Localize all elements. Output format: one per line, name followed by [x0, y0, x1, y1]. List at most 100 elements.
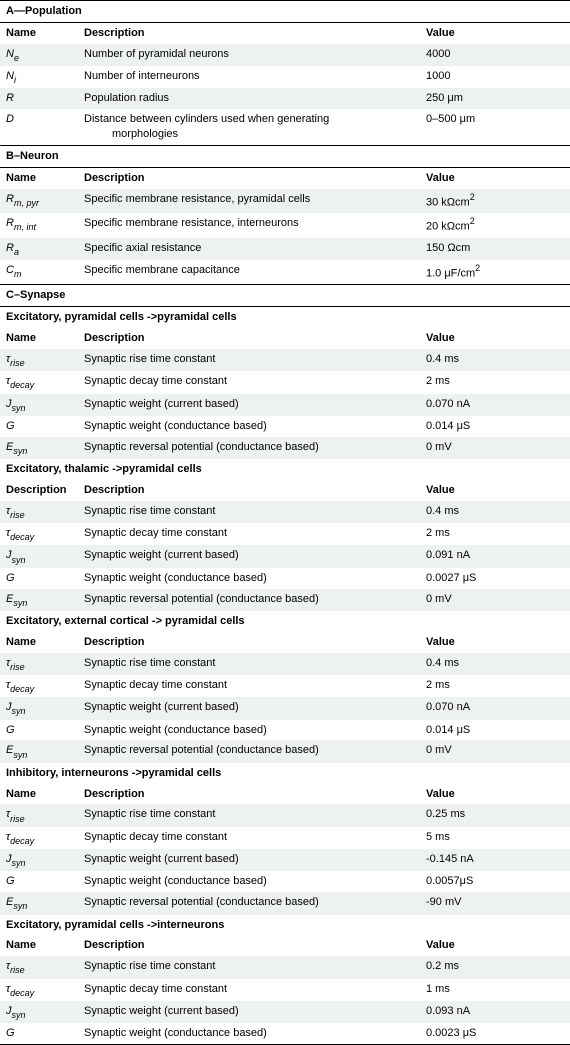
table-row: τriseSynaptic rise time constant0.25 ms — [0, 804, 570, 826]
param-value: 0 mV — [420, 740, 570, 762]
group-subheader: Excitatory, pyramidal cells ->pyramidal … — [0, 307, 570, 328]
param-value: 0.4 ms — [420, 653, 570, 675]
col-header-name: Name — [0, 328, 78, 349]
param-name: G — [0, 1023, 78, 1044]
group-subheader-cell: Excitatory, external cortical -> pyramid… — [0, 611, 570, 632]
param-name: Esyn — [0, 740, 78, 762]
param-name: τrise — [0, 653, 78, 675]
param-value: 0.4 ms — [420, 349, 570, 371]
column-header-row: NameDescriptionValue — [0, 632, 570, 653]
param-value: 1.0 μF/cm2 — [420, 260, 570, 285]
column-header-row: NameDescriptionValue — [0, 784, 570, 805]
table-row: JsynSynaptic weight (current based)0.091… — [0, 545, 570, 567]
param-value: 0.014 μS — [420, 416, 570, 437]
table-row: GSynaptic weight (conductance based)0.00… — [0, 871, 570, 892]
group-subheader: Excitatory, thalamic ->pyramidal cells — [0, 459, 570, 480]
param-name: G — [0, 416, 78, 437]
param-value: 0.091 nA — [420, 545, 570, 567]
param-value: 0–500 μm — [420, 109, 570, 145]
param-desc: Synaptic decay time constant — [78, 675, 420, 697]
param-desc: Synaptic rise time constant — [78, 349, 420, 371]
col-header-value: Value — [420, 22, 570, 43]
table-row: NeNumber of pyramidal neurons4000 — [0, 44, 570, 66]
param-desc: Synaptic weight (conductance based) — [78, 871, 420, 892]
param-value: 150 Ωcm — [420, 238, 570, 260]
param-desc: Synaptic rise time constant — [78, 501, 420, 523]
param-value: 30 kΩcm2 — [420, 189, 570, 214]
param-name: G — [0, 871, 78, 892]
param-value: 0.070 nA — [420, 697, 570, 719]
section-header: B–Neuron — [0, 145, 570, 167]
col-header-desc: Description — [78, 480, 420, 501]
table-row: τriseSynaptic rise time constant0.4 ms — [0, 349, 570, 371]
table-row: τdecaySynaptic decay time constant1 ms — [0, 979, 570, 1001]
param-value: 20 kΩcm2 — [420, 213, 570, 238]
table-row: CmSpecific membrane capacitance1.0 μF/cm… — [0, 260, 570, 285]
section-header-cell: B–Neuron — [0, 145, 570, 167]
param-desc: Synaptic rise time constant — [78, 653, 420, 675]
param-name: Esyn — [0, 437, 78, 459]
table-row: EsynSynaptic reversal potential (conduct… — [0, 740, 570, 762]
param-name: Ra — [0, 238, 78, 260]
column-header-row: DescriptionDescriptionValue — [0, 480, 570, 501]
param-name: Jsyn — [0, 849, 78, 871]
param-desc: Synaptic weight (current based) — [78, 697, 420, 719]
table-row: Rm, pyrSpecific membrane resistance, pyr… — [0, 189, 570, 214]
param-value: 4000 — [420, 44, 570, 66]
param-value: 0.0057μS — [420, 871, 570, 892]
param-desc: Synaptic reversal potential (conductance… — [78, 740, 420, 762]
param-desc: Synaptic rise time constant — [78, 804, 420, 826]
param-name: τrise — [0, 804, 78, 826]
col-header-desc: Description — [78, 22, 420, 43]
column-header-row: NameDescriptionValue — [0, 22, 570, 43]
col-header-desc: Description — [78, 632, 420, 653]
col-header-name: Description — [0, 480, 78, 501]
group-subheader: Excitatory, external cortical -> pyramid… — [0, 611, 570, 632]
param-desc: Specific membrane resistance, pyramidal … — [78, 189, 420, 214]
param-desc: Synaptic weight (conductance based) — [78, 720, 420, 741]
param-value: 0.093 nA — [420, 1001, 570, 1023]
col-header-value: Value — [420, 935, 570, 956]
param-desc: Synaptic weight (current based) — [78, 1001, 420, 1023]
table-row: EsynSynaptic reversal potential (conduct… — [0, 589, 570, 611]
param-name: Jsyn — [0, 394, 78, 416]
section-header-cell: A—Population — [0, 1, 570, 23]
table-row: DDistance between cylinders used when ge… — [0, 109, 570, 145]
param-value: 0.25 ms — [420, 804, 570, 826]
table-row: τriseSynaptic rise time constant0.4 ms — [0, 501, 570, 523]
group-subheader: Inhibitory, interneurons ->pyramidal cel… — [0, 763, 570, 784]
param-value: 0.014 μS — [420, 720, 570, 741]
table-row: GSynaptic weight (conductance based)0.01… — [0, 720, 570, 741]
section-header: C–Synapse — [0, 285, 570, 307]
table-row: τriseSynaptic rise time constant0.4 ms — [0, 653, 570, 675]
param-value: 2 ms — [420, 675, 570, 697]
table-row: NiNumber of interneurons1000 — [0, 66, 570, 88]
table-row: GSynaptic weight (conductance based)0.00… — [0, 1023, 570, 1044]
table-row: GSynaptic weight (conductance based)0.00… — [0, 568, 570, 589]
param-name: D — [0, 109, 78, 145]
table-row: τdecaySynaptic decay time constant2 ms — [0, 675, 570, 697]
param-name: Jsyn — [0, 545, 78, 567]
param-value: -90 mV — [420, 892, 570, 914]
table-row: RaSpecific axial resistance150 Ωcm — [0, 238, 570, 260]
param-desc: Synaptic decay time constant — [78, 979, 420, 1001]
table-row: JsynSynaptic weight (current based)0.070… — [0, 697, 570, 719]
table-row: GSynaptic weight (conductance based)0.01… — [0, 416, 570, 437]
param-desc: Synaptic reversal potential (conductance… — [78, 589, 420, 611]
col-header-desc: Description — [78, 167, 420, 188]
param-desc: Synaptic decay time constant — [78, 523, 420, 545]
param-desc: Distance between cylinders used when gen… — [78, 109, 420, 145]
group-subheader-cell: Excitatory, pyramidal cells ->interneuro… — [0, 915, 570, 936]
col-header-value: Value — [420, 632, 570, 653]
table-row: RPopulation radius250 μm — [0, 88, 570, 109]
param-desc: Synaptic weight (current based) — [78, 849, 420, 871]
param-name: G — [0, 720, 78, 741]
parameter-table: A—PopulationNameDescriptionValueNeNumber… — [0, 0, 570, 1045]
param-value: 1 ms — [420, 979, 570, 1001]
column-header-row: NameDescriptionValue — [0, 167, 570, 188]
table-row: τdecaySynaptic decay time constant2 ms — [0, 371, 570, 393]
param-value: 0.070 nA — [420, 394, 570, 416]
param-value: 0.0023 μS — [420, 1023, 570, 1044]
param-desc: Synaptic reversal potential (conductance… — [78, 892, 420, 914]
col-header-name: Name — [0, 632, 78, 653]
